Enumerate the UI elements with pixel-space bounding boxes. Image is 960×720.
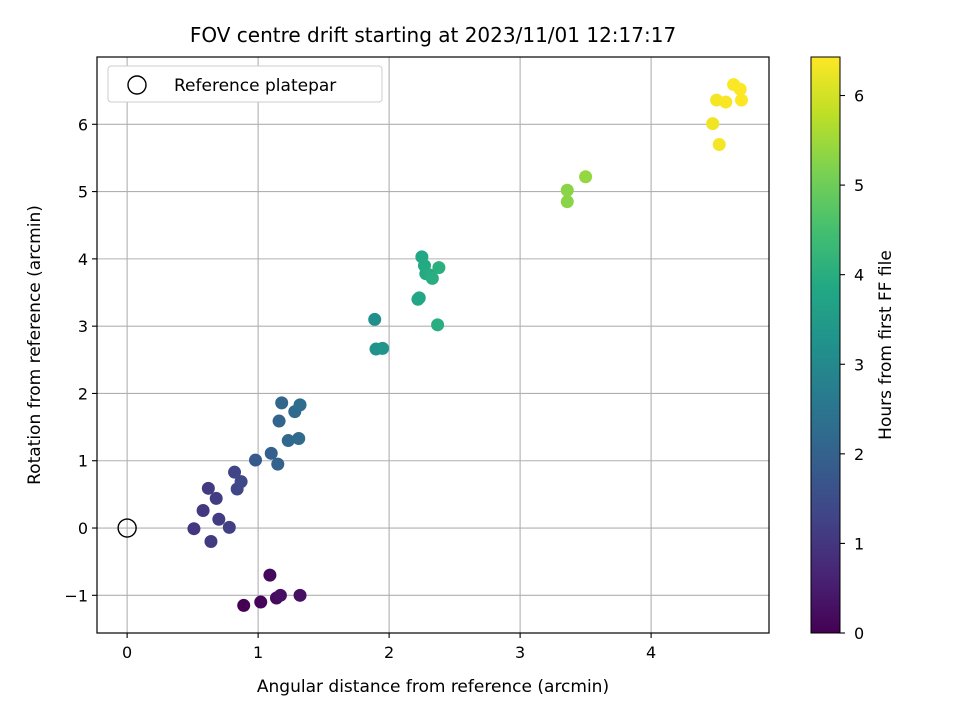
colorbar-ticks: 0 1 2 3 4 5 6 xyxy=(840,87,864,643)
colorbar-tick-label: 2 xyxy=(854,445,864,464)
data-point xyxy=(222,520,236,534)
data-point xyxy=(712,137,726,151)
data-point xyxy=(719,95,733,109)
data-point xyxy=(263,568,277,582)
data-point xyxy=(579,170,593,184)
data-point xyxy=(293,588,307,602)
data-point xyxy=(412,291,426,305)
colorbar-label: Hours from first FF file xyxy=(876,250,896,440)
y-tick-label: 0 xyxy=(78,519,88,538)
data-point xyxy=(734,93,748,107)
x-axis-ticks: 0 1 2 3 4 xyxy=(122,633,656,662)
data-point xyxy=(368,312,382,326)
plot-frame xyxy=(96,56,770,634)
data-point xyxy=(292,432,306,446)
data-point xyxy=(187,522,201,536)
colorbar-tick-label: 3 xyxy=(854,355,864,374)
data-point xyxy=(264,446,278,460)
data-point xyxy=(431,318,445,332)
x-axis-label: Angular distance from reference (arcmin) xyxy=(257,677,609,697)
x-tick-label: 2 xyxy=(384,643,394,662)
y-tick-label: 4 xyxy=(78,250,88,269)
data-point xyxy=(432,261,446,275)
y-axis-label: Rotation from reference (arcmin) xyxy=(25,205,45,485)
data-point xyxy=(228,465,242,479)
data-point xyxy=(272,414,286,428)
y-tick-label: 5 xyxy=(78,183,88,202)
y-tick-label: −1 xyxy=(64,586,88,605)
y-tick-label: 1 xyxy=(78,452,88,471)
x-tick-label: 1 xyxy=(253,643,263,662)
colorbar-tick-label: 4 xyxy=(854,266,864,285)
data-point xyxy=(275,396,289,410)
x-tick-label: 0 xyxy=(122,643,132,662)
y-axis-ticks: −1 0 1 2 3 4 5 6 xyxy=(64,115,97,605)
data-point xyxy=(204,534,218,548)
data-point xyxy=(560,183,574,197)
legend-label: Reference platepar xyxy=(174,76,336,96)
legend-box xyxy=(107,65,383,103)
legend-reference-marker xyxy=(127,75,147,95)
y-tick-label: 6 xyxy=(78,115,88,134)
y-tick-label: 2 xyxy=(78,384,88,403)
colorbar-gradient xyxy=(810,56,841,634)
colorbar-tick-label: 6 xyxy=(854,87,864,106)
y-tick-label: 3 xyxy=(78,317,88,336)
legend: Reference platepar xyxy=(107,65,383,103)
data-point xyxy=(706,117,720,131)
data-point xyxy=(733,82,747,96)
reference-point xyxy=(117,518,137,538)
data-point xyxy=(201,481,215,495)
data-point xyxy=(293,398,307,412)
colorbar-tick-label: 5 xyxy=(854,176,864,195)
data-point xyxy=(212,512,226,526)
data-point xyxy=(560,195,574,209)
data-point xyxy=(196,504,210,518)
colorbar: 0 1 2 3 4 5 6 Hours from first FF file xyxy=(810,56,896,643)
reference-marker xyxy=(117,518,137,538)
data-points xyxy=(187,78,748,612)
data-point xyxy=(254,595,268,609)
data-point xyxy=(237,598,251,612)
data-point xyxy=(234,475,248,489)
colorbar-tick-label: 0 xyxy=(854,624,864,643)
data-point xyxy=(281,434,295,448)
data-point xyxy=(209,491,223,505)
data-point xyxy=(376,341,390,355)
chart-title: FOV centre drift starting at 2023/11/01 … xyxy=(190,23,676,47)
data-point xyxy=(273,588,287,602)
data-point xyxy=(249,453,263,467)
colorbar-tick-label: 1 xyxy=(854,534,864,553)
data-point xyxy=(425,271,439,285)
x-tick-label: 3 xyxy=(515,643,525,662)
data-point xyxy=(271,457,285,471)
x-tick-label: 4 xyxy=(646,643,656,662)
